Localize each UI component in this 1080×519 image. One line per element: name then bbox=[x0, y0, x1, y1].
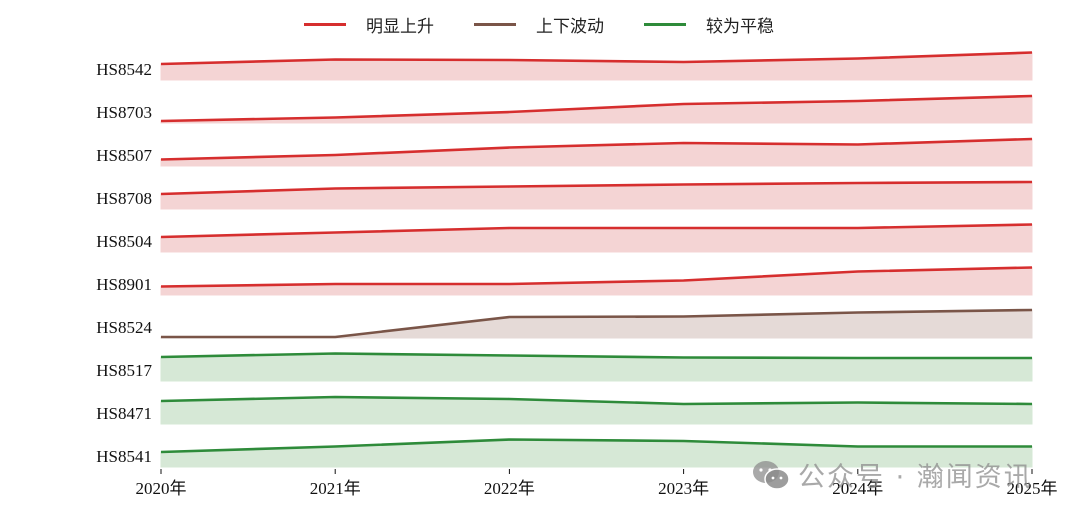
row-label: HS8507 bbox=[96, 146, 152, 165]
wechat-icon bbox=[753, 460, 790, 490]
row-label: HS8504 bbox=[96, 232, 152, 251]
legend-label-stable: 较为平稳 bbox=[706, 16, 774, 37]
row-hs8524: HS8524 bbox=[96, 308, 1033, 339]
row-line bbox=[160, 266, 1033, 288]
row-hs8542: HS8542 bbox=[96, 51, 1033, 81]
row-area bbox=[160, 309, 1033, 339]
row-label: HS8708 bbox=[96, 189, 152, 208]
row-label: HS8517 bbox=[96, 361, 152, 380]
row-label: HS8524 bbox=[96, 318, 152, 337]
row-line bbox=[160, 180, 1033, 196]
legend-label-fluctuating: 上下波动 bbox=[536, 16, 604, 37]
chart-legend: 明显上升 上下波动 较为平稳 bbox=[304, 12, 814, 37]
chart-rows: HS8542 HS8703 HS8507 HS8708 HS8504 HS8901 HS85… bbox=[96, 51, 1033, 468]
x-tick-label: 2024年 bbox=[832, 479, 883, 498]
legend-label-rising: 明显上升 bbox=[366, 16, 434, 37]
row-label: HS8703 bbox=[96, 103, 152, 122]
x-axis: 2020年 2021年 2022年 2023年 2024年 2025年 bbox=[136, 469, 1058, 498]
row-label: HS8542 bbox=[96, 60, 152, 79]
row-hs8517: HS8517 bbox=[96, 352, 1033, 382]
row-hs8471: HS8471 bbox=[96, 395, 1033, 425]
x-tick-label: 2021年 bbox=[310, 479, 361, 498]
row-line bbox=[161, 308, 1033, 339]
x-tick-label: 2023年 bbox=[658, 479, 709, 498]
row-hs8507: HS8507 bbox=[96, 137, 1033, 167]
row-hs8504: HS8504 bbox=[96, 223, 1033, 253]
legend-swatch-rising bbox=[304, 22, 346, 26]
row-hs8541: HS8541 bbox=[96, 438, 1033, 468]
row-label: HS8901 bbox=[96, 275, 152, 294]
row-line bbox=[160, 51, 1033, 66]
row-line bbox=[160, 94, 1033, 123]
x-tick-label: 2020年 bbox=[136, 479, 187, 498]
x-tick-label: 2022年 bbox=[484, 479, 535, 498]
legend-swatch-fluctuating bbox=[474, 22, 516, 26]
row-hs8708: HS8708 bbox=[96, 180, 1033, 210]
row-label: HS8471 bbox=[96, 404, 152, 423]
legend-swatch-stable bbox=[644, 22, 686, 26]
row-line bbox=[160, 438, 1032, 454]
legend-item-fluctuating: 上下波动 bbox=[474, 12, 604, 37]
row-line bbox=[160, 395, 1033, 406]
row-line bbox=[160, 223, 1033, 239]
row-line bbox=[160, 137, 1033, 161]
row-hs8703: HS8703 bbox=[96, 94, 1033, 124]
x-tick-label: 2025年 bbox=[1007, 479, 1058, 498]
watermark-text: 公众号 · 瀚闻资讯 bbox=[798, 462, 1033, 493]
row-label: HS8541 bbox=[96, 447, 152, 466]
row-line bbox=[160, 352, 1032, 360]
watermark: 公众号 · 瀚闻资讯 bbox=[752, 455, 1033, 494]
legend-item-rising: 明显上升 bbox=[304, 12, 434, 37]
legend-item-stable: 较为平稳 bbox=[644, 12, 774, 37]
row-hs8901: HS8901 bbox=[96, 266, 1033, 296]
